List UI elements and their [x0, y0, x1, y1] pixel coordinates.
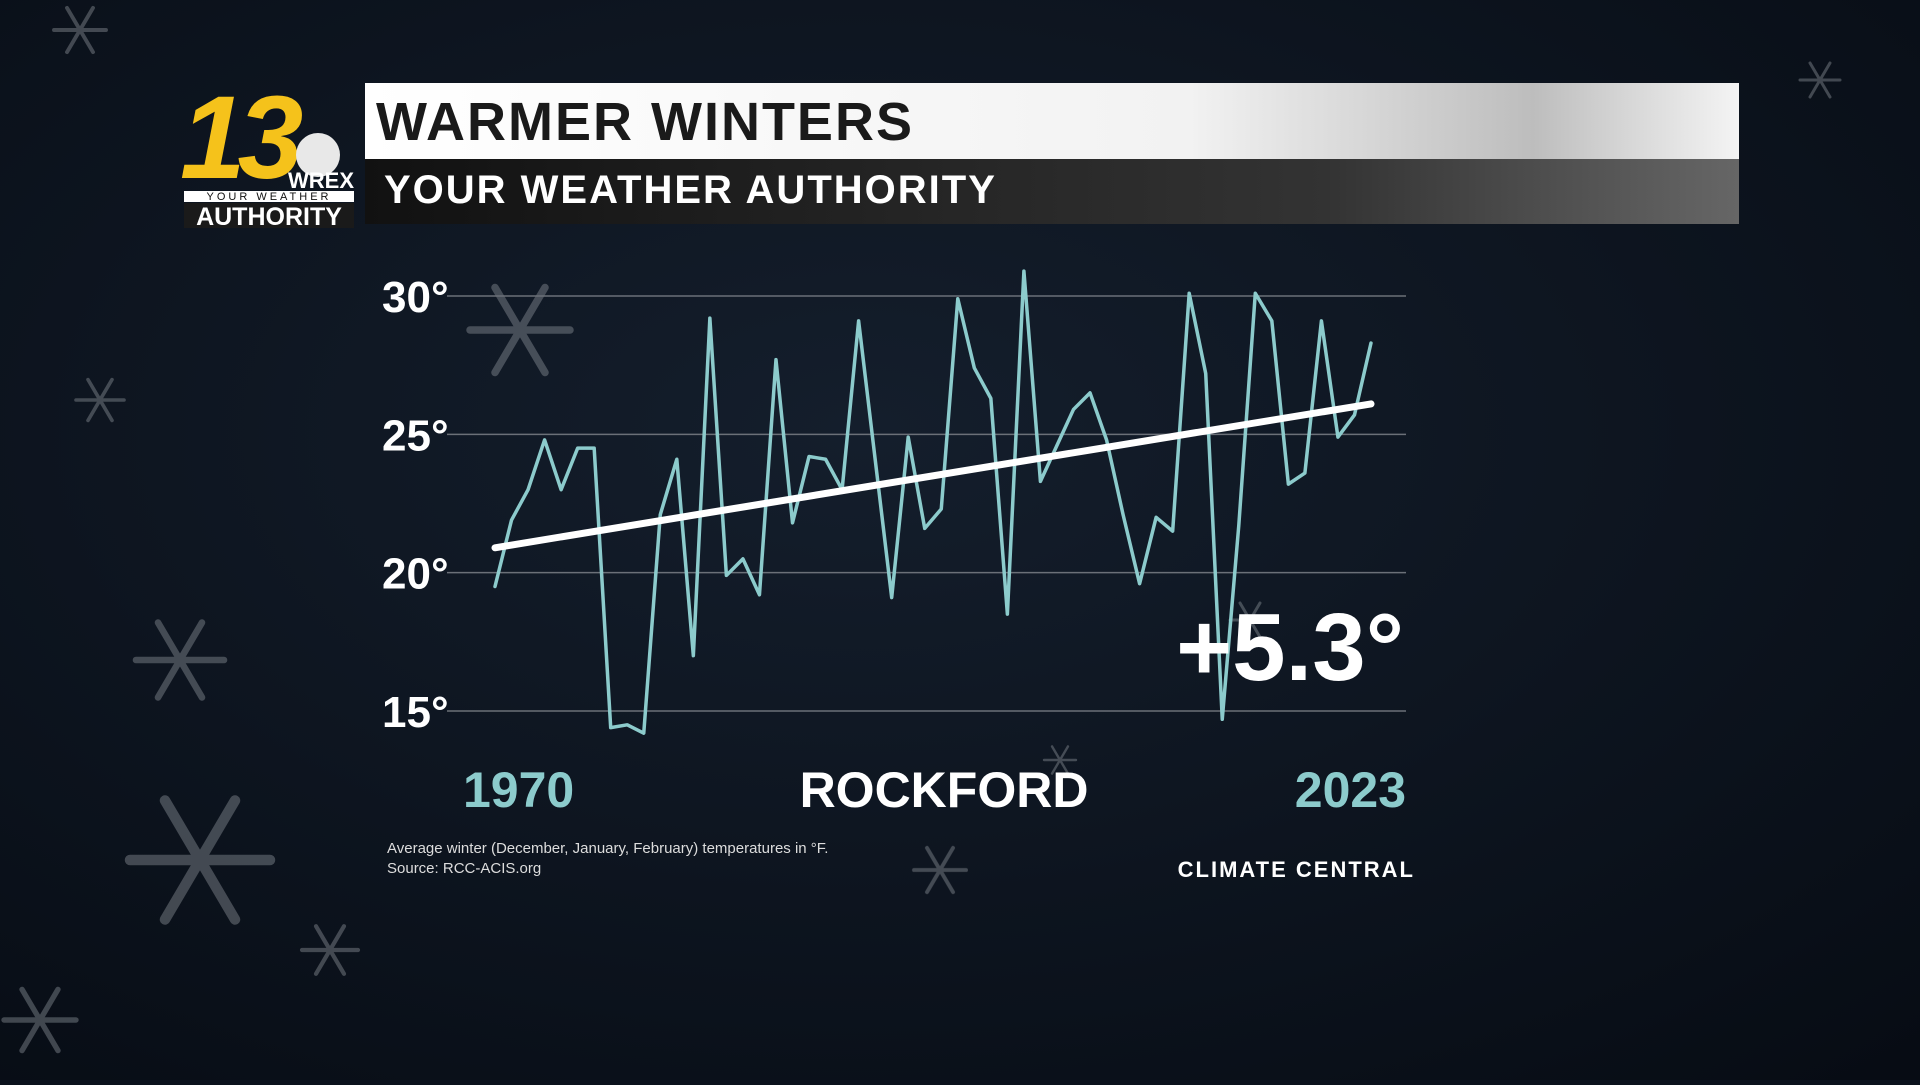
- x-tick-label: 1970: [463, 762, 574, 818]
- y-tick-label: 30°: [382, 273, 449, 322]
- logo-call-sign: WREX: [288, 168, 354, 193]
- subtitle-bar: [365, 159, 1739, 224]
- station-logo: 13 WREX YOUR WEATHER AUTHORITY: [180, 72, 354, 231]
- location: ROCKFORD: [800, 762, 1089, 818]
- y-tick-label: 15°: [382, 688, 449, 737]
- temperature-line: [493, 269, 1373, 735]
- logo-line2: AUTHORITY: [196, 203, 342, 231]
- y-tick-label: 25°: [382, 411, 449, 460]
- logo-line1: YOUR WEATHER: [206, 191, 331, 203]
- logo-strip: [184, 191, 354, 202]
- logo-box: [184, 203, 354, 228]
- footnote: Average winter (December, January, Febru…: [387, 840, 828, 857]
- y-tick-label: 20°: [382, 550, 449, 599]
- annotation: +5.3°: [1176, 594, 1404, 701]
- brand: CLIMATE CENTRAL: [1178, 857, 1415, 882]
- logo-number: 13: [180, 72, 303, 204]
- subtitle: YOUR WEATHER AUTHORITY: [384, 168, 997, 212]
- x-tick-label: 2023: [1295, 762, 1406, 818]
- title: WARMER WINTERS: [376, 92, 914, 152]
- logo-peacock: [296, 133, 340, 177]
- footnote: Source: RCC-ACIS.org: [387, 860, 541, 877]
- title-bar: [365, 83, 1739, 159]
- trend-line: [491, 400, 1375, 552]
